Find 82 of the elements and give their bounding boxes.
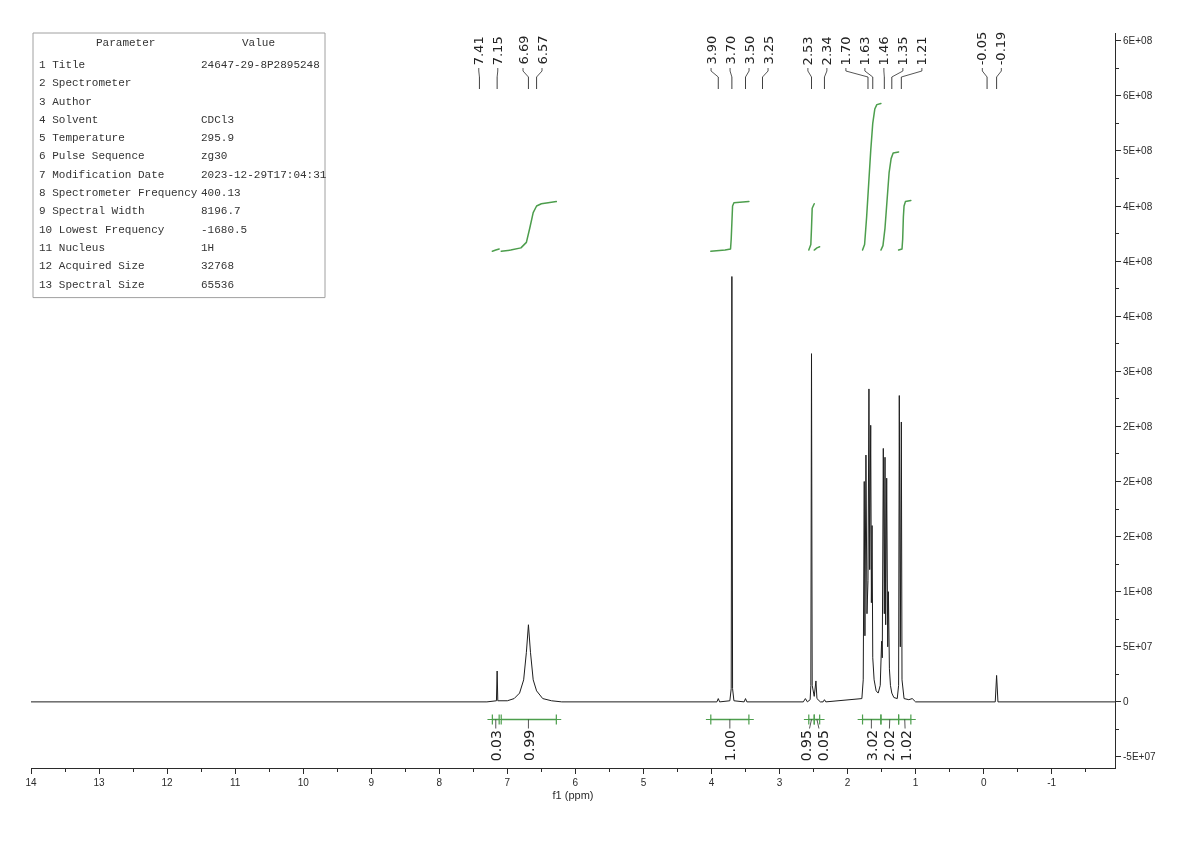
y-tick-label: 1E+08 [1123, 586, 1153, 598]
annotation: 9 Spectral Width [39, 205, 145, 217]
ref-line-label: 1.21 [914, 36, 930, 66]
annotation: 400.13 [201, 187, 241, 199]
x-tick-label: 12 [161, 777, 174, 788]
ref-line-label: 2.34 [819, 36, 835, 66]
annotation: 32768 [201, 260, 235, 272]
annotation: 8196.7 [201, 205, 241, 217]
x-tick-label: 10 [297, 777, 310, 788]
y-tick-label: 6E+08 [1123, 35, 1153, 47]
annotation: 1H [201, 242, 215, 254]
x-tick-label: -1 [1047, 777, 1057, 788]
x-tick-label: 3 [776, 777, 783, 788]
ref-line-label: 1.35 [895, 36, 911, 66]
annotation: 8 Spectrometer Frequency [39, 187, 198, 199]
y-tick-label: 0 [1123, 696, 1129, 708]
x-tick-label: 6 [572, 777, 579, 788]
x-tick-label: 13 [93, 777, 106, 788]
x-tick-label: 9 [368, 777, 375, 788]
ref-line-label: -0.05 [974, 31, 990, 66]
y-tick-label: 2E+08 [1123, 531, 1153, 543]
ref-line-label: 1.63 [857, 36, 873, 66]
annotation: 2 Spectrometer [39, 77, 132, 89]
annotation: 12 Acquired Size [39, 260, 145, 272]
annotation: 7 Modification Date [39, 169, 165, 181]
annotation: -1680.5 [201, 224, 248, 236]
ref-line-label: 3.25 [760, 35, 776, 65]
ref-line-label: -0.19 [993, 31, 1009, 66]
y-tick-label: 4E+08 [1123, 200, 1153, 212]
ref-line-label: 7.15 [490, 36, 506, 66]
annotation: 0.03 [488, 730, 505, 762]
ref-line-label: 6.57 [534, 35, 550, 65]
annotation: 1.00 [722, 730, 739, 762]
annotation: 13 Spectral Size [39, 279, 145, 291]
y-tick-label: -5E+07 [1123, 751, 1156, 763]
annotation: 10 Lowest Frequency [39, 224, 165, 236]
annotation: 65536 [201, 279, 235, 291]
annotation: 1.02 [898, 730, 915, 762]
annotation: 3.02 [863, 729, 880, 761]
x-tick-label: 2 [844, 777, 851, 788]
annotation: 4 Solvent [39, 114, 99, 126]
annotation: 0.99 [520, 729, 537, 761]
y-tick-label: 3E+08 [1123, 365, 1153, 377]
ref-line-label: 7.41 [471, 36, 487, 66]
annotation: 6 Pulse Sequence [39, 150, 145, 162]
ref-line-label: 3.90 [703, 35, 719, 65]
y-tick-label: 5E+07 [1123, 641, 1153, 653]
y-tick-label: 5E+08 [1123, 145, 1153, 157]
ref-line-label: 6.69 [515, 35, 531, 65]
annotation: 0.05 [815, 730, 832, 762]
ref-line-label: 3.70 [722, 35, 738, 65]
x-tick-label: 4 [708, 777, 715, 788]
x-tick-label: 14 [25, 777, 37, 788]
annotation: 5 Temperature [39, 132, 125, 144]
ref-line-label: 1.70 [838, 36, 854, 66]
y-tick-label: 4E+08 [1123, 310, 1153, 322]
ref-line-label: 2.53 [800, 36, 816, 66]
x-tick-label: 8 [436, 777, 443, 788]
annotation: 24647-29-8P2895248 [201, 59, 320, 71]
x-tick-label: 7 [504, 777, 511, 788]
y-tick-label: 2E+08 [1123, 475, 1153, 487]
annotation: 11 Nucleus [39, 242, 106, 254]
x-axis-title: f1 (ppm) [552, 789, 594, 802]
y-tick-label: 6E+08 [1123, 90, 1153, 102]
annotation: 0.95 [798, 730, 815, 762]
x-tick-label: 5 [640, 777, 647, 788]
x-tick-label: 1 [912, 777, 919, 788]
ref-line-label: 1.46 [876, 36, 892, 66]
annotation: 1 Title [39, 59, 86, 71]
annotation: 3 Author [39, 96, 92, 108]
annotation: 2023-12-29T17:04:31 [201, 169, 327, 181]
annotation: Value [242, 37, 276, 49]
x-tick-label: 0 [980, 777, 987, 788]
ref-line-label: 3.50 [741, 35, 757, 65]
annotation: 2.02 [881, 730, 898, 762]
x-tick-label: 11 [229, 777, 241, 788]
annotation: Parameter [96, 37, 156, 49]
annotation: CDCl3 [201, 114, 235, 126]
y-tick-label: 2E+08 [1123, 420, 1153, 432]
annotation: zg30 [201, 150, 228, 162]
y-tick-label: 4E+08 [1123, 255, 1153, 267]
annotation: 295.9 [201, 132, 235, 144]
